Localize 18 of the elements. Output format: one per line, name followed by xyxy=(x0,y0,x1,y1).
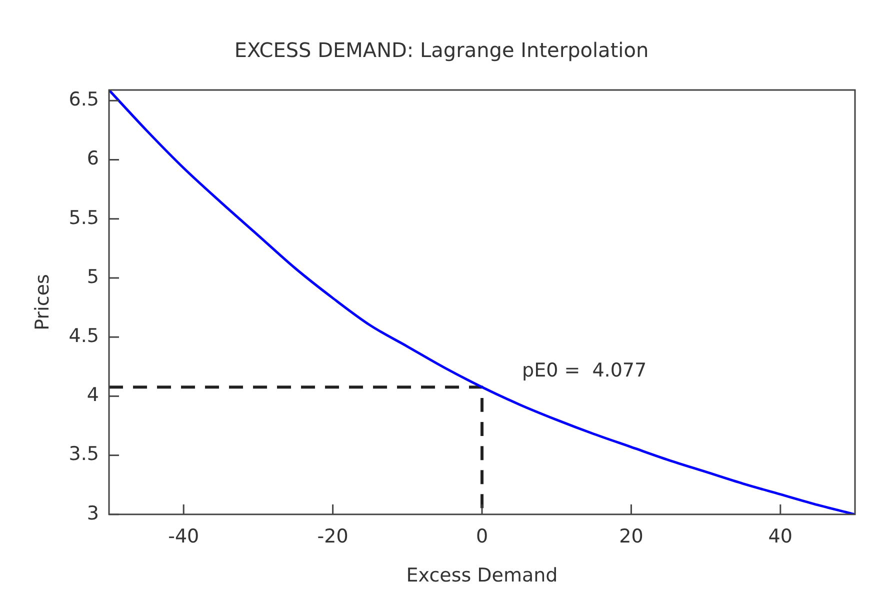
y-tick-label: 5 xyxy=(86,266,100,288)
x-tick-label: 20 xyxy=(619,526,644,548)
y-tick-label: 6.5 xyxy=(68,88,100,111)
line-series xyxy=(109,90,855,514)
annotation: pE0 = 4.077 xyxy=(522,360,647,382)
x-tick-label: 40 xyxy=(768,526,792,548)
y-tick-label: 6 xyxy=(86,148,100,170)
chart-title: EXCESS DEMAND: Lagrange Interpolation xyxy=(234,38,649,62)
y-tick-label: 3 xyxy=(86,502,100,524)
x-tick-label: -20 xyxy=(317,526,348,548)
y-tick-label: 5.5 xyxy=(68,206,100,229)
x-tick-label: -40 xyxy=(168,526,200,548)
y-tick-label: 4 xyxy=(86,384,100,406)
y-axis-title: Prices xyxy=(31,274,54,330)
x-axis-title: Excess Demand xyxy=(406,564,558,587)
x-tick-label: 0 xyxy=(476,526,488,548)
y-tick-label: 3.5 xyxy=(68,443,100,466)
y-tick-label: 4.5 xyxy=(68,325,100,348)
